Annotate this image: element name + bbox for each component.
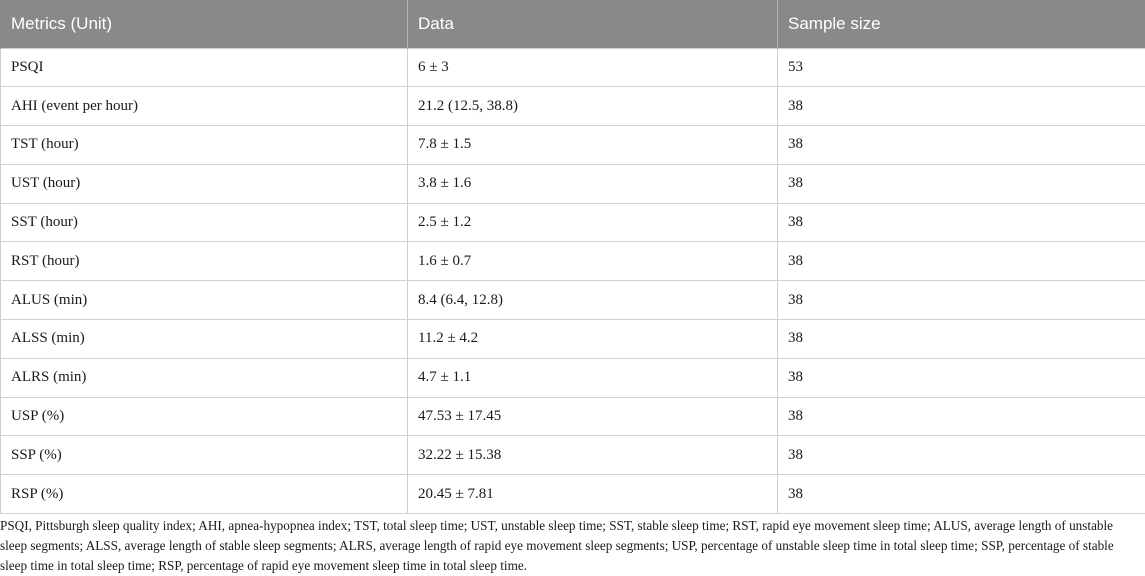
table-row: TST (hour) 7.8 ± 1.5 38 (0, 125, 1145, 165)
cell-data: 3.8 ± 1.6 (407, 163, 778, 204)
table-row: USP (%) 47.53 ± 17.45 38 (0, 396, 1145, 437)
cell-metric: ALUS (min) (0, 280, 408, 321)
cell-data: 1.6 ± 0.7 (407, 241, 778, 282)
cell-metric: RSP (%) (0, 474, 408, 515)
cell-metric: ALRS (min) (0, 357, 408, 398)
sleep-metrics-table: Metrics (Unit) Data Sample size PSQI 6 ±… (0, 0, 1145, 515)
cell-data: 20.45 ± 7.81 (407, 474, 778, 515)
cell-metric: UST (hour) (0, 163, 408, 204)
header-data: Data (407, 0, 778, 48)
table-row: AHI (event per hour) 21.2 (12.5, 38.8) 3… (0, 86, 1145, 127)
table-row: RSP (%) 20.45 ± 7.81 38 (0, 474, 1145, 515)
cell-sample-size: 38 (777, 241, 1145, 282)
cell-metric: SSP (%) (0, 435, 408, 476)
cell-sample-size: 38 (777, 396, 1145, 437)
cell-sample-size: 38 (777, 435, 1145, 476)
cell-data: 7.8 ± 1.5 (407, 125, 778, 165)
table-row: SST (hour) 2.5 ± 1.2 38 (0, 202, 1145, 243)
cell-metric: PSQI (0, 47, 408, 88)
header-sample-size: Sample size (777, 0, 1145, 48)
cell-data: 21.2 (12.5, 38.8) (407, 86, 778, 127)
cell-sample-size: 38 (777, 202, 1145, 243)
table-header: Metrics (Unit) Data Sample size (0, 0, 1145, 48)
cell-sample-size: 38 (777, 280, 1145, 321)
cell-metric: TST (hour) (0, 125, 408, 165)
table-body: PSQI 6 ± 3 53 AHI (event per hour) 21.2 … (0, 47, 1145, 515)
cell-metric: SST (hour) (0, 202, 408, 243)
cell-sample-size: 38 (777, 357, 1145, 398)
cell-sample-size: 38 (777, 474, 1145, 515)
table-footnote: PSQI, Pittsburgh sleep quality index; AH… (0, 518, 1114, 573)
cell-data: 2.5 ± 1.2 (407, 202, 778, 243)
cell-data: 47.53 ± 17.45 (407, 396, 778, 437)
table-row: ALRS (min) 4.7 ± 1.1 38 (0, 357, 1145, 398)
header-row: Metrics (Unit) Data Sample size (0, 0, 1145, 48)
table-row: RST (hour) 1.6 ± 0.7 38 (0, 241, 1145, 282)
table-row: ALSS (min) 11.2 ± 4.2 38 (0, 319, 1145, 359)
cell-data: 8.4 (6.4, 12.8) (407, 280, 778, 321)
cell-sample-size: 53 (777, 47, 1145, 88)
cell-sample-size: 38 (777, 125, 1145, 165)
cell-metric: RST (hour) (0, 241, 408, 282)
cell-sample-size: 38 (777, 319, 1145, 359)
table-row: UST (hour) 3.8 ± 1.6 38 (0, 163, 1145, 204)
cell-sample-size: 38 (777, 86, 1145, 127)
cell-metric: ALSS (min) (0, 319, 408, 359)
cell-metric: USP (%) (0, 396, 408, 437)
cell-data: 4.7 ± 1.1 (407, 357, 778, 398)
cell-data: 32.22 ± 15.38 (407, 435, 778, 476)
header-metrics: Metrics (Unit) (0, 0, 408, 48)
cell-data: 6 ± 3 (407, 47, 778, 88)
table-row: ALUS (min) 8.4 (6.4, 12.8) 38 (0, 280, 1145, 321)
cell-sample-size: 38 (777, 163, 1145, 204)
cell-data: 11.2 ± 4.2 (407, 319, 778, 359)
table-row: SSP (%) 32.22 ± 15.38 38 (0, 435, 1145, 476)
data-table-container: Metrics (Unit) Data Sample size PSQI 6 ±… (0, 0, 1145, 515)
cell-metric: AHI (event per hour) (0, 86, 408, 127)
table-row: PSQI 6 ± 3 53 (0, 47, 1145, 88)
